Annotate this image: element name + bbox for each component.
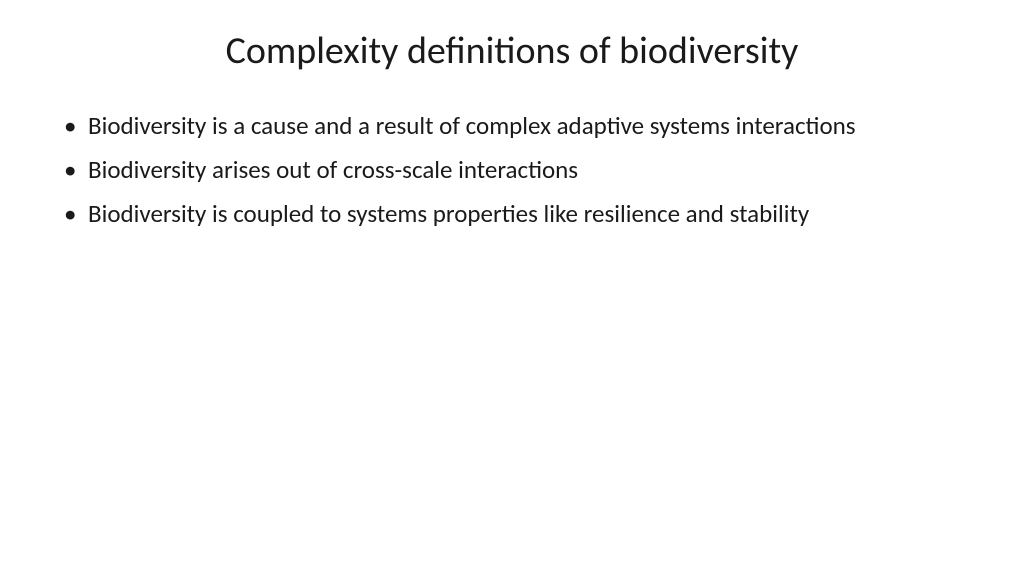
- bullet-item: Biodiversity is a cause and a result of …: [62, 110, 974, 142]
- slide-container: Complexity definitions of biodiversity B…: [0, 0, 1024, 576]
- slide-body: Biodiversity is a cause and a result of …: [50, 110, 974, 230]
- bullet-item: Biodiversity arises out of cross-scale i…: [62, 154, 974, 186]
- slide-title: Complexity definitions of biodiversity: [50, 28, 974, 74]
- bullet-item: Biodiversity is coupled to systems prope…: [62, 198, 974, 230]
- bullet-list: Biodiversity is a cause and a result of …: [62, 110, 974, 230]
